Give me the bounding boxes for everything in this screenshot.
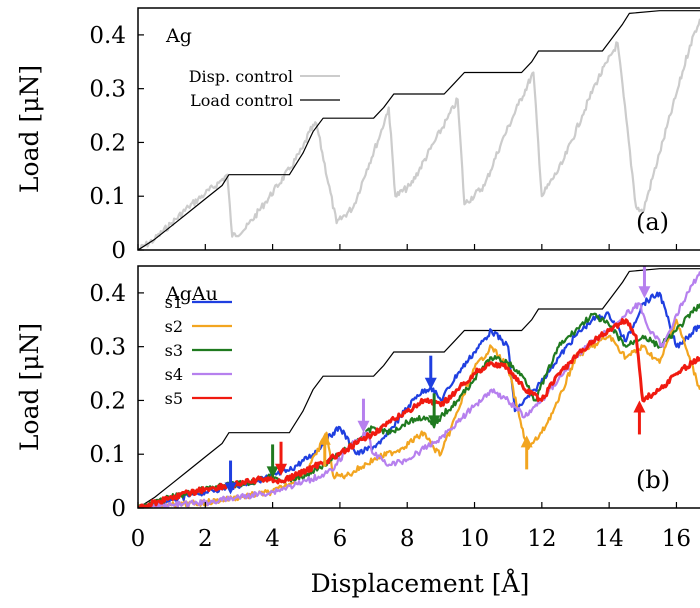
panel-a-frame — [137, 7, 700, 251]
reference-load-control-line — [138, 268, 700, 508]
event-arrow — [424, 355, 437, 390]
panel-b-tag: AgAu — [165, 283, 218, 305]
x-tick-label: 12 — [527, 526, 556, 552]
panel-b-ticks: 0 0.1 0.2 0.3 0.4 0 2 4 6 8 10 12 14 16 — [89, 281, 691, 552]
series-line-s2 — [138, 318, 700, 508]
event-arrow — [428, 393, 441, 428]
legend-label: s5 — [165, 389, 183, 408]
x-axis-label: Displacement [Å] — [311, 568, 530, 598]
y-tick-label: 0.1 — [89, 442, 126, 468]
y-tick-label: 0 — [111, 496, 126, 522]
x-tick-label: 0 — [131, 526, 146, 552]
panel-b-y-axis-label: Load [μN] — [15, 323, 44, 451]
event-arrow — [266, 444, 279, 479]
legend-label: Disp. control — [189, 67, 293, 86]
panel-a-tag: Ag — [165, 25, 192, 47]
panel-a-legend: Disp. control Load control — [189, 67, 340, 110]
event-arrow — [275, 441, 288, 476]
series-line-s4 — [138, 271, 700, 508]
panel-a-letter: (a) — [636, 208, 669, 236]
series-line-s3 — [138, 303, 700, 508]
legend-label: s4 — [165, 365, 183, 384]
series-line-load-control — [138, 10, 700, 250]
y-tick-label: 0.3 — [89, 77, 126, 103]
series-line-disp-control — [138, 18, 700, 250]
panel-b-legend: s1 s2 s3 s4 s5 — [165, 293, 232, 408]
x-tick-label: 10 — [460, 526, 489, 552]
panel-b-frame — [137, 265, 700, 509]
legend-label: s2 — [165, 317, 183, 336]
series-line-s5 — [138, 318, 700, 508]
x-tick-label: 8 — [400, 526, 415, 552]
x-tick-label: 4 — [265, 526, 280, 552]
y-tick-label: 0 — [111, 238, 126, 264]
event-arrow — [318, 432, 331, 467]
panel-b: 0 0.1 0.2 0.3 0.4 0 2 4 6 8 10 12 14 16 AgAu (b) s1 s2… — [15, 265, 700, 598]
legend-label: Load control — [190, 91, 293, 110]
y-tick-label: 0.4 — [89, 281, 126, 307]
panel-a-plot-area — [138, 10, 700, 250]
legend-label: s3 — [165, 341, 183, 360]
y-tick-label: 0.3 — [89, 335, 126, 361]
x-tick-label: 16 — [662, 526, 691, 552]
event-arrow — [224, 460, 237, 495]
x-tick-label: 2 — [198, 526, 213, 552]
panel-a-y-axis-label: Load [μN] — [15, 65, 44, 193]
y-tick-label: 0.2 — [89, 130, 126, 156]
panel-a-y-ticks: 0 0.1 0.2 0.3 0.4 — [89, 23, 678, 264]
y-tick-label: 0.4 — [89, 23, 126, 49]
y-tick-label: 0.2 — [89, 388, 126, 414]
legend-label: s1 — [165, 293, 183, 312]
event-arrow — [633, 400, 646, 435]
x-tick-label: 14 — [594, 526, 623, 552]
event-arrow — [520, 435, 533, 470]
event-arrow — [357, 398, 370, 433]
panel-b-plot-area — [138, 266, 700, 508]
panel-a: 0 0.1 0.2 0.3 0.4 Ag (a) Disp. control Load c… — [15, 7, 700, 264]
event-arrow — [638, 266, 651, 299]
x-tick-label: 6 — [333, 526, 348, 552]
panel-b-letter: (b) — [636, 466, 670, 494]
y-tick-label: 0.1 — [89, 184, 126, 210]
